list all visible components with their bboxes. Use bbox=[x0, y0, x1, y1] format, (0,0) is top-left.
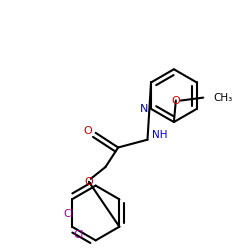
Text: NH: NH bbox=[152, 130, 168, 140]
Text: O: O bbox=[172, 96, 180, 106]
Text: O: O bbox=[84, 177, 93, 187]
Text: CH₃: CH₃ bbox=[213, 92, 232, 102]
Text: O: O bbox=[84, 126, 92, 136]
Text: Cl: Cl bbox=[74, 230, 84, 240]
Text: N: N bbox=[140, 104, 148, 114]
Text: Cl: Cl bbox=[64, 209, 74, 219]
